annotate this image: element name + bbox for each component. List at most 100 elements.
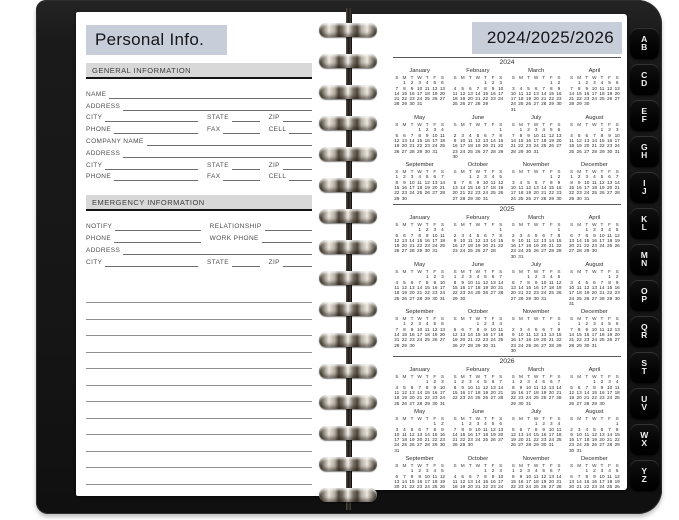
day-cell: 7 (410, 232, 414, 238)
day-cell: 1 (557, 321, 561, 327)
day-cell: 9 (557, 179, 561, 185)
day-cell: 15 (525, 284, 532, 290)
day-cell: 27 (439, 96, 446, 102)
day-cell: 4 (527, 232, 530, 238)
day-cell: 8 (534, 426, 538, 432)
day-cell: 22 (432, 437, 438, 443)
form-field: NOTIFY (86, 223, 201, 232)
day-cell: 15 (424, 284, 430, 290)
day-cell: 6 (453, 179, 457, 185)
day-cell: 23 (576, 190, 582, 196)
day-cell: 26 (424, 190, 430, 196)
day-cell: 11 (548, 279, 554, 285)
day-cell: 27 (482, 148, 489, 154)
day-cell: 14 (409, 237, 415, 243)
day-cell: 23 (599, 395, 605, 401)
day-cell: 21 (568, 96, 575, 102)
day-cell: 2 (570, 426, 573, 432)
day-cell: 10 (599, 232, 605, 238)
day-cell: 2 (433, 379, 437, 385)
day-header-cell: W (533, 122, 539, 128)
day-cell: 28 (510, 148, 516, 154)
day-cell: 4 (550, 274, 553, 280)
day-header-cell: F (608, 75, 612, 80)
day-cell: 6 (615, 80, 619, 86)
day-cell: 22 (510, 484, 516, 490)
day-header-cell: W (475, 169, 481, 175)
day-cell: 24 (417, 337, 423, 343)
day-cell: 30 (556, 101, 562, 107)
day-header-cell: S (499, 122, 503, 128)
day-header-cell: S (440, 169, 445, 175)
day-cell: 21 (591, 143, 597, 149)
day-cell: 8 (550, 179, 553, 185)
day-header-cell: S (557, 374, 561, 380)
month-name: December (581, 456, 608, 463)
day-cell: 4 (534, 468, 538, 474)
day-cell: 31 (525, 400, 532, 406)
month-grid: S M T W T F S 1 2 3 4 5 6 7 8 9 10 11 12 13 14 15 16 17 18 19 20 21… (393, 222, 446, 254)
day-cell: 7 (491, 132, 495, 138)
day-header-cell: W (592, 415, 597, 421)
day-header-cell: T (468, 221, 472, 227)
day-cell: 29 (424, 400, 430, 406)
day-header-cell: S (395, 75, 399, 80)
day-cell: 23 (533, 290, 539, 296)
day-cell: 3 (519, 326, 523, 332)
day-cell: 9 (453, 137, 457, 143)
day-cell: 10 (409, 179, 415, 185)
day-header-cell: S (453, 374, 457, 380)
day-cell: 30 (424, 148, 430, 154)
day-cell: 15 (452, 390, 458, 396)
year-label: 2025 (499, 205, 515, 213)
month-grid: S M T W T F S 1 2 3 4 5 6 7 8 9 10 11 12 13 14 15 16 17 18 19 20 21… (510, 374, 563, 406)
day-header-cell: S (615, 269, 619, 275)
day-cell: 24 (576, 442, 582, 448)
day-cell: 20 (584, 143, 590, 149)
form-field-line (282, 120, 312, 123)
day-header-cell: S (569, 415, 574, 421)
day-cell: 14 (576, 237, 582, 243)
day-cell: 21 (490, 243, 496, 249)
day-cell: 18 (541, 137, 547, 143)
month-grid: S M T W T F S 1 2 3 4 5 6 7 8 9 10 11 12 13 14 15 16 17 18 19 20 21… (393, 269, 446, 301)
day-cell: 27 (467, 101, 473, 107)
day-cell: 17 (510, 190, 516, 196)
day-cell: 16 (541, 431, 547, 437)
day-cell: 19 (525, 190, 532, 196)
day-cell: 5 (395, 232, 399, 238)
day-cell: 13 (439, 85, 446, 91)
day-cell: 24 (498, 484, 504, 490)
day-cell: 13 (556, 132, 562, 138)
day-cell: 16 (614, 284, 620, 290)
day-cell: 19 (541, 390, 547, 396)
form-field: WORK PHONE (210, 235, 312, 243)
day-cell: 10 (533, 132, 539, 138)
day-cell: 19 (394, 143, 400, 149)
day-cell: 28 (490, 248, 496, 254)
month-name: September (405, 456, 434, 463)
day-cell: 8 (585, 473, 589, 479)
day-cell: 1 (499, 127, 502, 133)
mini-month: June S M T W T F S 1 2 3 4 5 6 7 8 9 10 11 12 13 14 15 16 17 18 19… (451, 262, 504, 306)
day-cell: 25 (533, 395, 539, 401)
day-cell: 30 (475, 195, 481, 201)
day-cell: 23 (606, 143, 613, 149)
day-cell: 1 (519, 127, 523, 133)
form-row: CITY STATE ZIP (86, 111, 312, 123)
day-cell: 28 (556, 484, 562, 490)
day-cell: 18 (417, 185, 423, 191)
